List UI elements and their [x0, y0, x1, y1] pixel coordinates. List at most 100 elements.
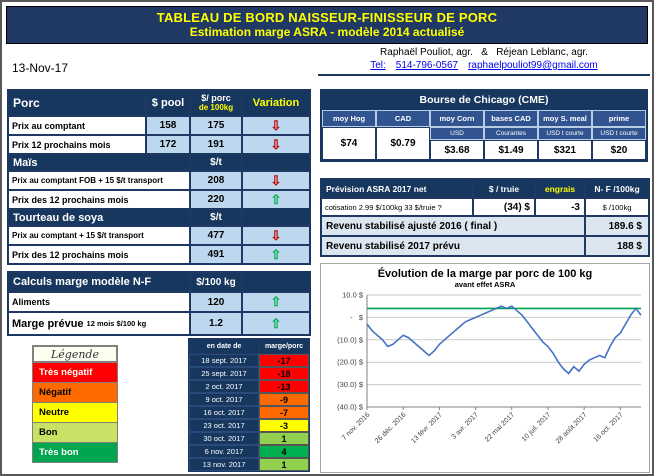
cme-sub-smeal: USD t courte — [538, 127, 592, 140]
trend-up-icon: ⇧ — [242, 245, 310, 264]
porc-row-12mois-price: 191 — [190, 135, 242, 154]
cme-sub-corn: USD — [430, 127, 484, 140]
svg-text:10 juil. 2017: 10 juil. 2017 — [521, 411, 553, 443]
cme-col-hog: moy Hog $74 — [322, 110, 376, 160]
mais-row-12mois-label: Prix des 12 prochains mois — [8, 190, 190, 209]
calculs-header-spacer — [242, 272, 310, 292]
porc-col-per-100kg-line1: $/ porc — [201, 93, 231, 103]
trend-down-icon: ⇩ — [242, 226, 310, 245]
svg-text:22 mai 2017: 22 mai 2017 — [484, 411, 516, 443]
marge-prevue-value: 1.2 — [190, 312, 242, 335]
email-link[interactable]: raphaelpouliot99@gmail.com — [468, 60, 598, 71]
svg-text:13 févr. 2017: 13 févr. 2017 — [410, 411, 444, 445]
history-marge: -18 — [259, 367, 309, 380]
trend-up-icon: ⇧ — [242, 312, 310, 335]
cme-header-hog: moy Hog — [322, 110, 376, 127]
cme-header-prime: prime — [592, 110, 646, 127]
cme-value-smeal: $321 — [538, 140, 592, 160]
history-marge: 1 — [259, 458, 309, 471]
asra-cotisation-unit: $ /100kg — [585, 198, 649, 216]
chart-subtitle: avant effet ASRA — [454, 280, 516, 289]
asra-revenu-2017-label: Revenu stabilisé 2017 prévu — [321, 236, 585, 256]
soya-row-12mois-value: 491 — [190, 245, 242, 264]
asra-col-nf: N- F /100kg — [585, 179, 649, 198]
asra-col-engrais: engrais — [535, 179, 585, 198]
marge-prevue-label-sub: 12 mois $/100 kg — [86, 319, 147, 328]
mais-row-comptant-value: 208 — [190, 171, 242, 190]
history-date: 13 nov. 2017 — [189, 458, 259, 471]
trend-up-icon: ⇧ — [242, 190, 310, 209]
asra-cotisation-engrais: -3 — [535, 198, 585, 216]
porc-row-comptant-price: 175 — [190, 116, 242, 135]
asra-revenu-2017-value: 188 $ — [585, 236, 649, 256]
porc-table-title: Porc — [8, 90, 146, 116]
soya-table-title: Tourteau de soya — [8, 209, 190, 226]
legend-item-negatif: Négatif — [32, 383, 118, 403]
history-date: 30 oct. 2017 — [189, 432, 259, 445]
porc-row-comptant-label: Prix au comptant — [8, 116, 146, 135]
porc-col-per-100kg: $/ porc de 100kg — [190, 90, 242, 116]
svg-text:(10.0) $: (10.0) $ — [337, 335, 364, 344]
history-marge: -17 — [259, 354, 309, 367]
marge-prevue-label-main: Marge prévue — [12, 317, 84, 330]
svg-text:3 avr. 2017: 3 avr. 2017 — [451, 411, 481, 441]
cme-value-hog: $74 — [322, 127, 376, 160]
porc-row-12mois-label: Prix 12 prochains mois — [8, 135, 146, 154]
legend-item-tres-negatif: Très négatif — [32, 363, 118, 383]
tel-label: Tel: — [370, 60, 386, 71]
svg-text:28 août 2017: 28 août 2017 — [555, 411, 589, 445]
phone-link[interactable]: 514-796-0567 — [395, 60, 459, 71]
authors-line: Raphaël Pouliot, agr. & Réjean Leblanc, … — [380, 47, 588, 58]
asra-cotisation-label: cotisation 2.99 $/100kg 33 $/truie ? — [321, 198, 473, 216]
svg-text:(40.0) $: (40.0) $ — [337, 403, 364, 412]
history-marge: -3 — [259, 419, 309, 432]
cme-value-bases: $1.49 — [484, 140, 538, 160]
history-date: 6 nov. 2017 — [189, 445, 259, 458]
asra-table: Prévision ASRA 2017 net $ / truie engrai… — [320, 178, 650, 257]
svg-text:16 oct. 2017: 16 oct. 2017 — [593, 411, 625, 443]
soya-table: Tourteau de soya $/t Prix au comptant + … — [7, 208, 311, 265]
svg-text:(20.0) $: (20.0) $ — [337, 358, 364, 367]
page-title: TABLEAU DE BORD NAISSEUR-FINISSEUR DE PO… — [156, 10, 498, 25]
cme-title: Bourse de Chicago (CME) — [322, 91, 646, 110]
calculs-table-title: Calculs marge modèle N-F — [8, 272, 190, 292]
aliments-label: Aliments — [8, 292, 190, 312]
asra-revenu-2016-label: Revenu stabilisé ajusté 2016 ( final ) — [321, 216, 585, 236]
trend-down-icon: ⇩ — [242, 135, 310, 154]
legend-item-bon: Bon — [32, 423, 118, 443]
history-date: 16 oct. 2017 — [189, 406, 259, 419]
history-col-date: en date de — [189, 339, 259, 354]
porc-col-variation: Variation — [242, 90, 310, 116]
cme-sub-prime: USD t courte — [592, 127, 646, 140]
cme-col-cad: CAD $0.79 — [376, 110, 430, 160]
cme-value-prime: $20 — [592, 140, 646, 160]
asra-col-truie: $ / truie — [473, 179, 535, 198]
asra-title: Prévision ASRA 2017 net — [321, 179, 473, 198]
porc-col-per-100kg-line2: de 100kg — [198, 103, 234, 112]
cme-header-smeal: moy S. meal — [538, 110, 592, 127]
aliments-value: 120 — [190, 292, 242, 312]
soya-row-12mois-label: Prix des 12 prochains mois — [8, 245, 190, 264]
history-marge: -7 — [259, 406, 309, 419]
title-banner: TABLEAU DE BORD NAISSEUR-FINISSEUR DE PO… — [6, 6, 648, 44]
cme-col-smeal: moy S. meal USD t courte $321 — [538, 110, 592, 160]
history-date: 2 oct. 2017 — [189, 380, 259, 393]
asra-cotisation-truie: (34) $ — [473, 198, 535, 216]
contact-block: Raphaël Pouliot, agr. & Réjean Leblanc, … — [318, 47, 650, 76]
porc-table: Porc $ pool $/ porc de 100kg Variation P… — [7, 89, 311, 155]
cme-col-bases: bases CAD Courantes $1.49 — [484, 110, 538, 160]
margin-history-table: en date de marge/porc 18 sept. 2017 -17 … — [188, 338, 310, 472]
svg-text:- $: - $ — [350, 313, 364, 322]
mais-table: Maïs $/t Prix au comptant FOB + 15 $/t t… — [7, 153, 311, 210]
cme-col-prime: prime USD t courte $20 — [592, 110, 646, 160]
mais-row-comptant-label: Prix au comptant FOB + 15 $/t transport — [8, 171, 190, 190]
mais-row-12mois-value: 220 — [190, 190, 242, 209]
porc-row-comptant-pool: 158 — [146, 116, 190, 135]
cme-sub-bases: Courantes — [484, 127, 538, 140]
history-marge: 4 — [259, 445, 309, 458]
page-subtitle: Estimation marge ASRA - modèle 2014 actu… — [189, 25, 465, 39]
legend-title: Légende — [32, 345, 118, 363]
mais-table-title: Maïs — [8, 154, 190, 171]
cme-value-corn: $3.68 — [430, 140, 484, 160]
